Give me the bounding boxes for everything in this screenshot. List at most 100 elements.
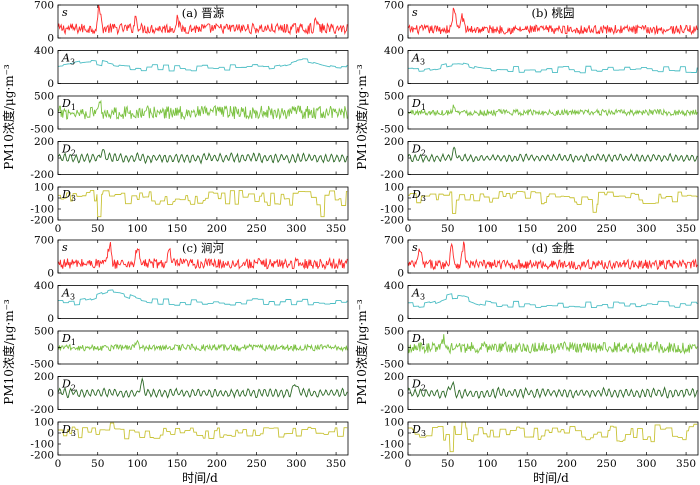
ylabel-top-right: PM10浓度/μg·m⁻³ (354, 64, 369, 170)
subplot-2-s: 0 700 s (b) 桃园 (384, 0, 699, 45)
series-line-A3 (58, 289, 348, 306)
x-tick-label: 250 (597, 223, 617, 235)
y-tick-label: 0 (47, 268, 54, 280)
subplot-3-A3: 0 400 A3 (34, 280, 349, 325)
panel-title: (a) 晋源 (182, 6, 225, 20)
y-tick-label: 500 (384, 91, 404, 103)
subplot-1-s: 0 700 s (a) 晋源 (34, 0, 349, 45)
series-line-A3 (408, 62, 698, 74)
x-tick-label: 300 (636, 458, 656, 470)
y-tick-label: 700 (34, 0, 54, 12)
series-label-s: s (62, 6, 68, 19)
y-tick-label: 700 (384, 235, 404, 247)
x-tick-label: 200 (557, 458, 577, 470)
ylabel-bottom-right: PM10浓度/μg·m⁻³ (354, 299, 369, 405)
series-line-D1 (407, 104, 698, 117)
y-tick-label: 700 (34, 235, 54, 247)
y-tick-label: -200 (30, 404, 54, 416)
y-tick-label: -100 (380, 204, 404, 216)
series-label-D2: D2 (61, 378, 76, 393)
y-tick-label: 0 (47, 313, 54, 325)
subplot-frame (407, 186, 699, 221)
y-tick-label: 0 (397, 193, 404, 205)
subplot-frame (407, 285, 699, 319)
y-tick-label: 0 (397, 107, 404, 119)
y-tick-label: -500 (30, 124, 54, 136)
x-tick-label: 250 (247, 458, 267, 470)
subplot-frame (57, 239, 349, 274)
xlabel-right: 时间/d (533, 471, 569, 485)
series-label-D3: D3 (61, 423, 76, 438)
x-tick-label: 0 (405, 458, 412, 470)
x-tick-label: 350 (326, 458, 346, 470)
xlabel-left: 时间/d (182, 471, 218, 485)
subplot-frame (407, 421, 699, 456)
x-tick-label: 300 (636, 223, 656, 235)
subplot-4-s: 0 700 s (d) 金胜 (384, 235, 699, 280)
series-line-D3 (408, 421, 698, 453)
x-tick-label: 150 (167, 223, 187, 235)
y-tick-label: -200 (380, 404, 404, 416)
x-tick-label: 350 (676, 458, 696, 470)
subplot-frame (407, 50, 699, 84)
subplot-frame (57, 421, 349, 456)
x-tick-label: 250 (247, 223, 267, 235)
x-tick-label: 0 (55, 223, 62, 235)
series-label-s: s (62, 241, 68, 254)
y-tick-label: 100 (34, 417, 54, 429)
y-tick-label: 0 (397, 78, 404, 90)
panel-title: (c) 涧河 (182, 241, 225, 255)
series-line-D1 (57, 99, 348, 121)
series-line-s (57, 4, 348, 36)
series-label-D3: D3 (61, 188, 76, 203)
y-tick-label: -200 (30, 169, 54, 181)
series-line-D3 (58, 189, 348, 218)
series-line-D2 (57, 376, 348, 399)
series-label-D2: D2 (411, 378, 426, 393)
series-label-s: s (412, 6, 418, 19)
ylabel-top-left: PM10浓度/μg·m⁻³ (1, 64, 16, 170)
y-tick-label: 0 (397, 313, 404, 325)
series-label-D2: D2 (61, 143, 76, 158)
subplot-2-D2: -200 0 200 D2 (380, 136, 699, 181)
y-tick-label: 0 (47, 428, 54, 440)
series-line-D3 (58, 422, 348, 440)
y-tick-label: 100 (384, 417, 404, 429)
y-tick-label: 0 (47, 78, 54, 90)
series-label-A3: A3 (411, 52, 425, 67)
y-tick-label: 200 (384, 371, 404, 383)
x-tick-label: 350 (676, 223, 696, 235)
series-line-s (57, 241, 348, 271)
subplot-1-A3: 0 400 A3 (34, 45, 349, 90)
series-line-D1 (407, 334, 698, 355)
y-tick-label: -100 (380, 439, 404, 451)
series-label-A3: A3 (61, 287, 75, 302)
x-tick-label: 100 (477, 223, 497, 235)
series-line-D3 (408, 191, 698, 214)
y-tick-label: 700 (384, 0, 404, 12)
x-tick-label: 150 (517, 223, 537, 235)
series-label-D1: D1 (61, 97, 76, 112)
x-tick-label: 150 (517, 458, 537, 470)
x-tick-label: 0 (405, 223, 412, 235)
subplot-4-A3: 0 400 A3 (384, 280, 699, 325)
series-line-s (407, 7, 698, 36)
y-tick-label: 200 (34, 371, 54, 383)
y-tick-label: 400 (384, 280, 404, 292)
subplot-1-D2: -200 0 200 D2 (30, 136, 349, 181)
x-tick-label: 350 (326, 223, 346, 235)
subplot-3-D1: -500 0 500 D1 (30, 326, 349, 371)
y-tick-label: 500 (384, 326, 404, 338)
y-tick-label: -200 (30, 450, 54, 462)
series-line-s (407, 241, 698, 271)
series-line-A3 (407, 293, 698, 309)
series-line-D2 (57, 149, 348, 165)
x-tick-label: 100 (477, 458, 497, 470)
series-label-D1: D1 (411, 332, 426, 347)
